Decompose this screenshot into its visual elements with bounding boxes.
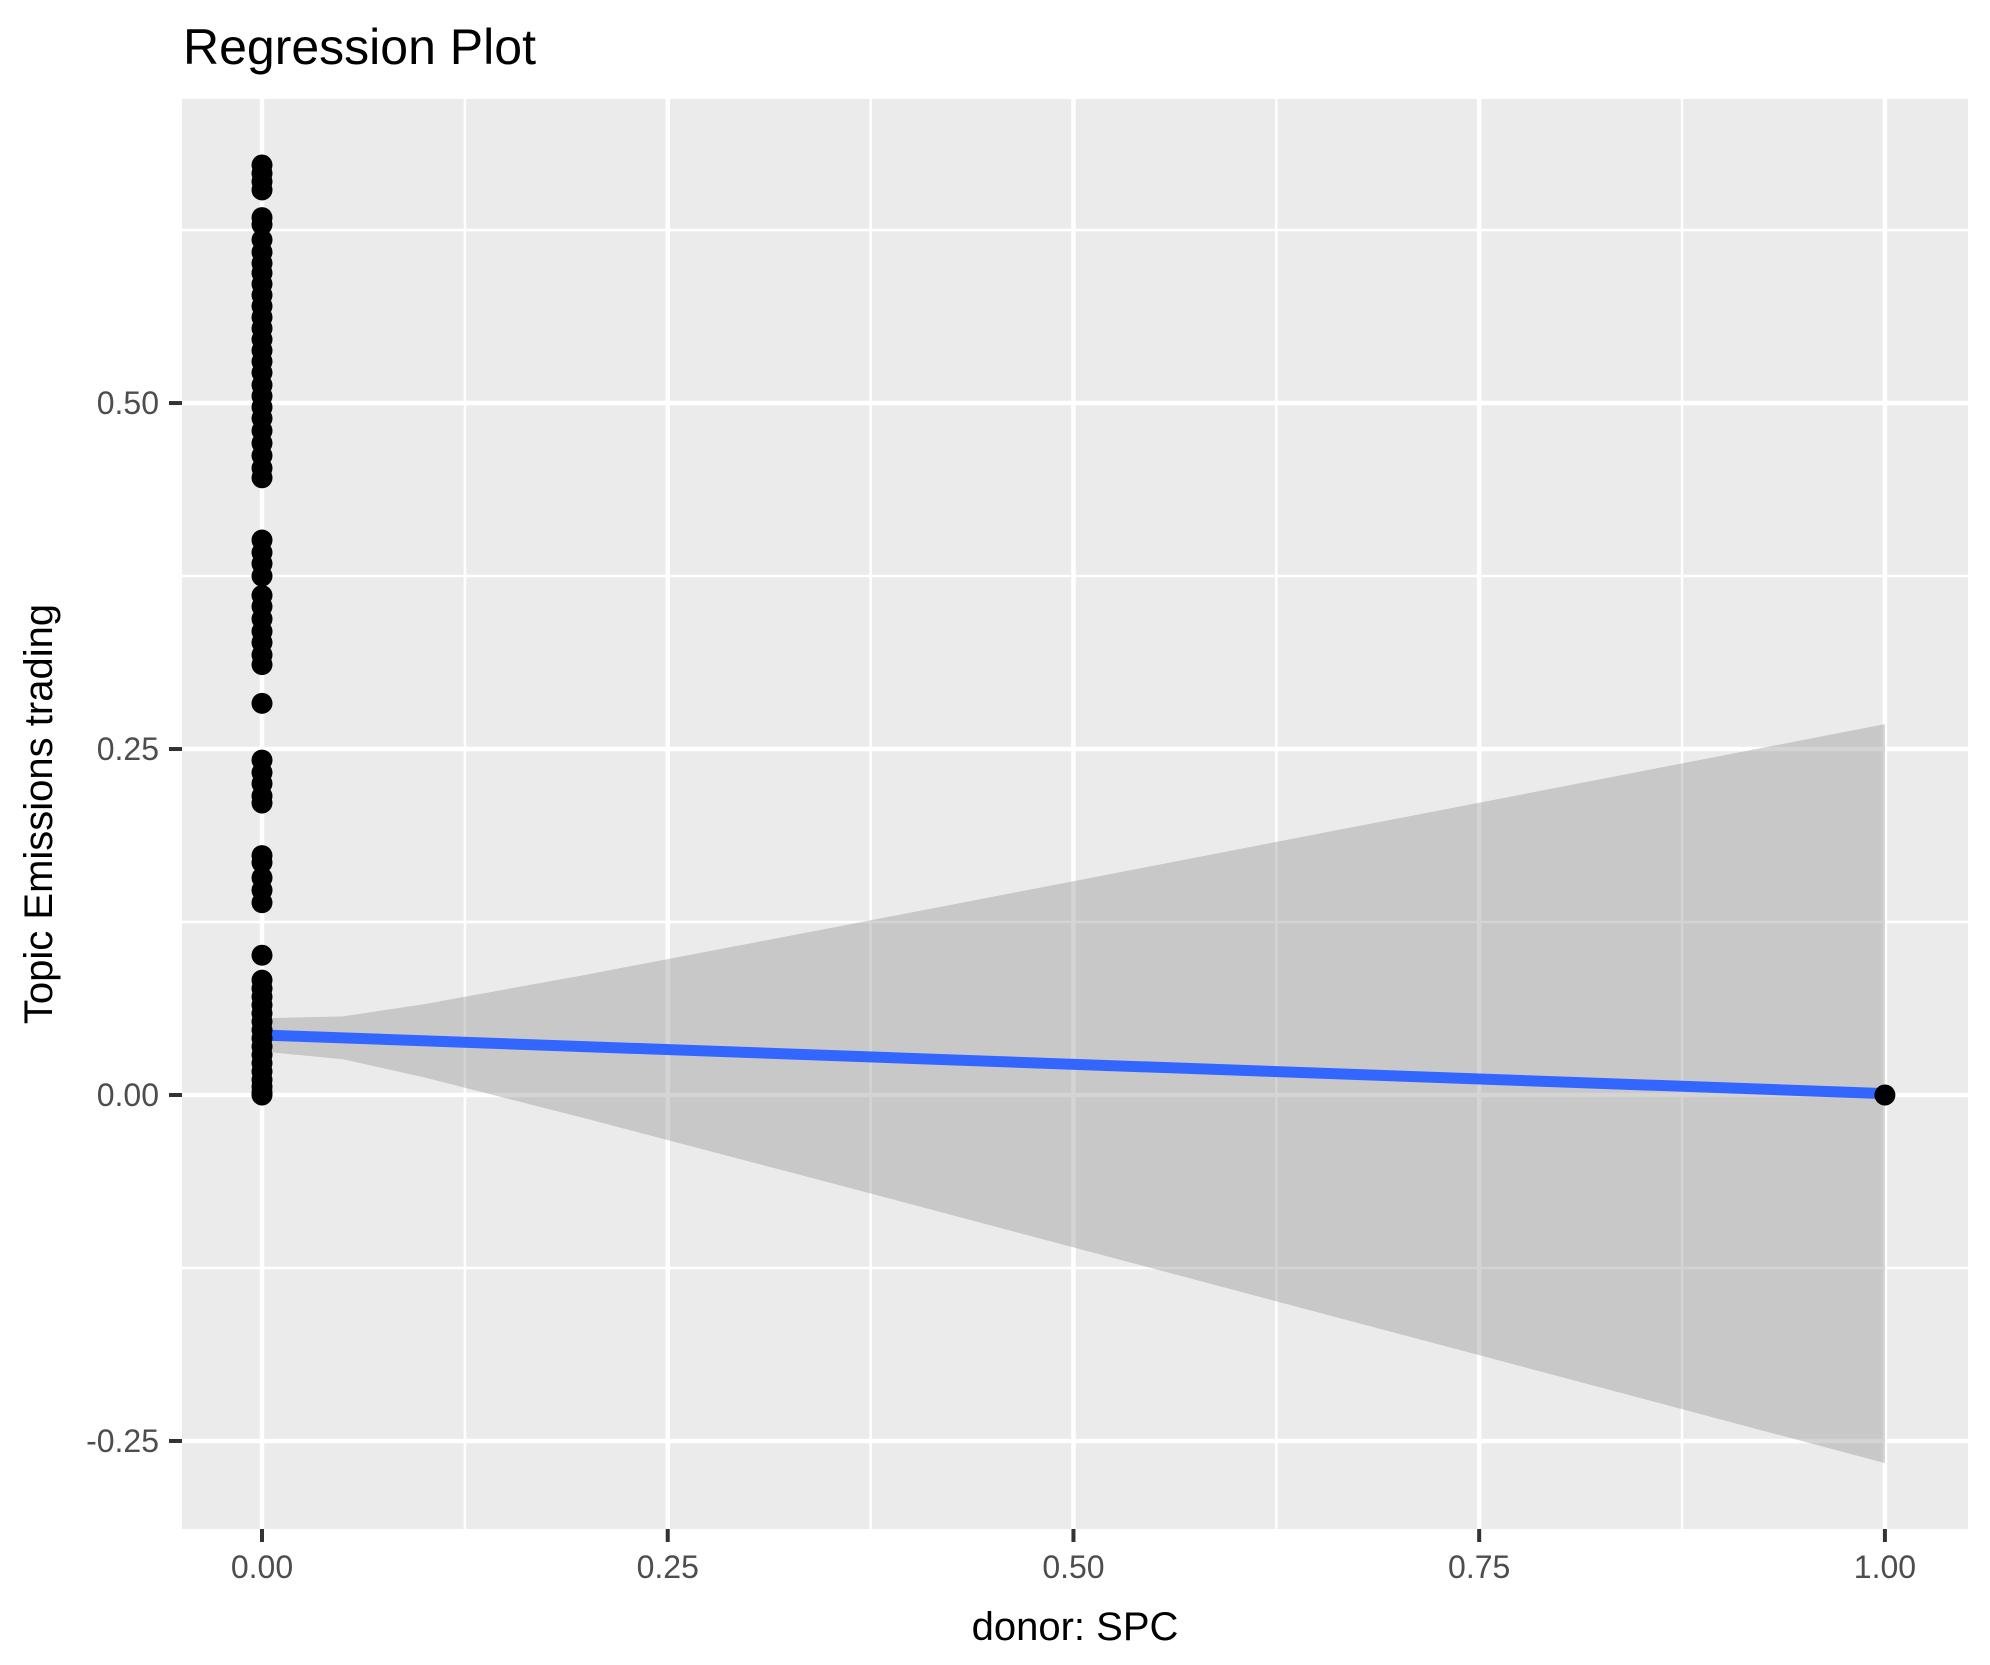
data-point	[251, 792, 273, 814]
data-point	[251, 214, 273, 236]
data-point	[251, 692, 273, 714]
scatter-points	[251, 154, 1896, 1106]
x-tick-label: 0.75	[1448, 1549, 1510, 1585]
data-point	[251, 944, 273, 966]
x-tick-label: 0.25	[637, 1549, 699, 1585]
x-axis-ticks: 0.00 0.25 0.50 0.75 1.00	[231, 1529, 1916, 1585]
data-point	[251, 179, 273, 201]
y-axis-ticks: 0.50 0.25 0.00 -0.25	[86, 385, 182, 1459]
y-tick-label: 0.00	[97, 1077, 159, 1113]
y-tick-label: 0.50	[97, 385, 159, 421]
y-tick-label: 0.25	[97, 731, 159, 767]
x-tick-label: 1.00	[1854, 1549, 1916, 1585]
plot-title: Regression Plot	[183, 19, 536, 75]
regression-line	[261, 1029, 1886, 1100]
x-tick-label: 0.50	[1042, 1549, 1104, 1585]
data-point	[1874, 1084, 1896, 1106]
y-axis-title: Topic Emissions trading	[17, 604, 61, 1024]
confidence-ribbon	[262, 724, 1885, 1464]
y-tick-label: -0.25	[86, 1423, 159, 1459]
data-point	[251, 565, 273, 587]
x-tick-label: 0.00	[231, 1549, 293, 1585]
x-axis-title: donor: SPC	[972, 1605, 1179, 1649]
data-point	[251, 1084, 273, 1106]
data-point	[251, 467, 273, 489]
data-point	[251, 654, 273, 676]
data-point	[251, 852, 273, 874]
data-point	[251, 892, 273, 914]
